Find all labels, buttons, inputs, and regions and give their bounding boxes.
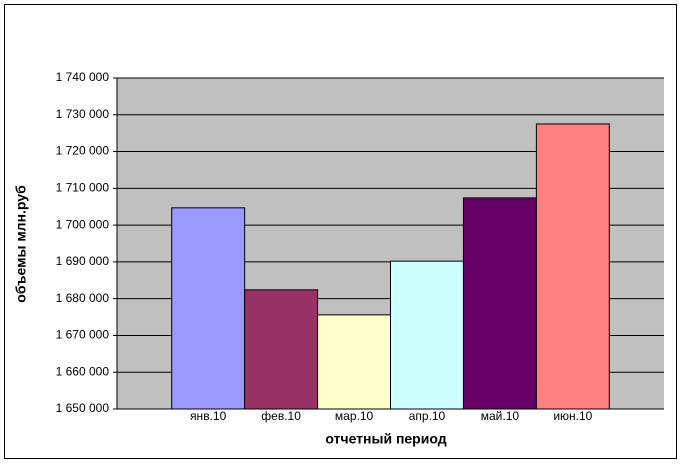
y-tick-label: 1 660 000: [56, 364, 110, 378]
y-tick-label: 1 740 000: [56, 70, 110, 84]
y-axis-title: объемы млн.руб: [13, 185, 29, 303]
bar: [535, 123, 610, 410]
y-tick-label: 1 680 000: [56, 291, 110, 305]
x-tick-label: июн.10: [553, 409, 592, 423]
x-tick-label: апр.10: [409, 409, 446, 423]
x-tick-label: май.10: [481, 409, 520, 423]
x-tick-label: мар.10: [335, 409, 374, 423]
x-tick-label: янв.10: [190, 409, 227, 423]
y-tick-label: 1 730 000: [56, 107, 110, 121]
bar: [390, 260, 464, 410]
y-tick-label: 1 650 000: [56, 401, 110, 415]
bar: [317, 314, 392, 410]
y-tick-label: 1 690 000: [56, 254, 110, 268]
bar: [462, 197, 537, 410]
x-tick-label: фев.10: [261, 409, 301, 423]
x-axis-title: отчетный период: [325, 431, 446, 447]
y-tick-label: 1 710 000: [56, 181, 110, 195]
bar: [244, 289, 319, 410]
y-tick-label: 1 700 000: [56, 217, 110, 231]
y-tick-label: 1 670 000: [56, 328, 110, 342]
y-tick-label: 1 720 000: [56, 144, 110, 158]
bar: [171, 207, 246, 410]
